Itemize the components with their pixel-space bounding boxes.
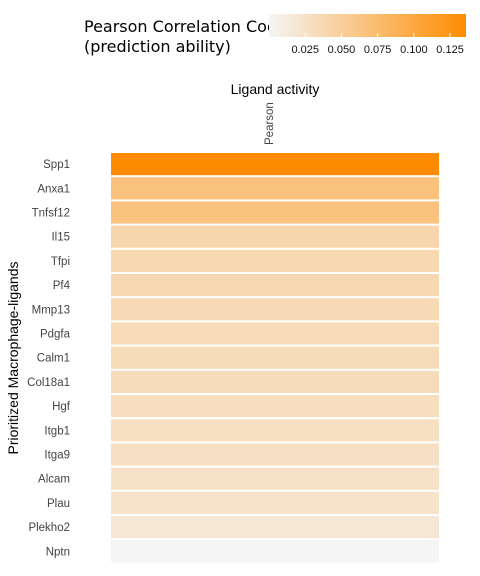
legend-tick-label: 0.025 bbox=[291, 44, 319, 56]
legend-title-line1: Pearson Correlation Coef. bbox=[84, 17, 286, 36]
heatmap-cell bbox=[111, 201, 439, 224]
y-tick-label: Col18a1 bbox=[27, 377, 70, 389]
x-tick-label: Pearson bbox=[264, 102, 276, 145]
y-tick-label: Calm1 bbox=[37, 353, 70, 365]
heatmap-cell bbox=[111, 274, 439, 297]
y-axis-title: Prioritized Macrophage-ligands bbox=[5, 262, 21, 455]
y-tick-label: Itga9 bbox=[44, 450, 70, 462]
y-tick-label: Tfpi bbox=[51, 256, 70, 268]
heatmap-cell bbox=[111, 395, 439, 418]
y-tick-label: Alcam bbox=[38, 474, 70, 486]
x-axis-title: Ligand activity bbox=[231, 81, 320, 97]
y-tick-label: Itgb1 bbox=[44, 425, 70, 437]
y-tick-label: Mmp13 bbox=[32, 304, 70, 316]
y-tick-label: Nptn bbox=[46, 546, 70, 558]
y-tick-label: Plau bbox=[47, 498, 70, 510]
y-tick-label: Tnfsf12 bbox=[32, 208, 70, 220]
heatmap-cell bbox=[111, 153, 439, 176]
legend-tick-label: 0.075 bbox=[364, 44, 392, 56]
legend-tick-label: 0.125 bbox=[436, 44, 464, 56]
y-tick-labels: Spp1 Anxa1 Tnfsf12 Il15 Tfpi Pf4 Mmp13 Pdgfa Cal… bbox=[27, 159, 71, 558]
heatmap-cell bbox=[111, 419, 439, 442]
y-tick-label: Hgf bbox=[52, 401, 71, 413]
y-tick-label: Pf4 bbox=[53, 280, 71, 292]
heatmap-cell bbox=[111, 540, 439, 563]
heatmap-cell bbox=[111, 177, 439, 200]
y-tick-label: Pdgfa bbox=[40, 329, 71, 341]
heatmap-cell bbox=[111, 249, 439, 272]
heatmap-cell bbox=[111, 467, 439, 490]
heatmap-cell bbox=[111, 516, 439, 539]
legend-tick-label: 0.100 bbox=[400, 44, 428, 56]
heatmap-cell bbox=[111, 443, 439, 466]
legend-title-line2: (prediction ability) bbox=[84, 37, 231, 56]
heatmap-cell bbox=[111, 370, 439, 393]
legend-ticks: 0.025 0.050 0.075 0.100 0.125 bbox=[291, 33, 464, 56]
y-tick-label: Plekho2 bbox=[28, 522, 70, 534]
x-tick-labels: Pearson bbox=[264, 102, 276, 145]
heatmap-cell bbox=[111, 322, 439, 345]
heatmap-cell bbox=[111, 346, 439, 369]
y-tick-label: Spp1 bbox=[43, 159, 70, 171]
heatmap-cell bbox=[111, 225, 439, 248]
legend-tick-label: 0.050 bbox=[328, 44, 356, 56]
y-tick-label: Il15 bbox=[51, 232, 70, 244]
heatmap-cells bbox=[111, 153, 439, 563]
heatmap-cell bbox=[111, 491, 439, 514]
heatmap-cell bbox=[111, 298, 439, 321]
legend-colorbar bbox=[269, 14, 466, 37]
legend: Pearson Correlation Coef. (prediction ab… bbox=[84, 14, 466, 56]
y-tick-label: Anxa1 bbox=[37, 183, 70, 195]
